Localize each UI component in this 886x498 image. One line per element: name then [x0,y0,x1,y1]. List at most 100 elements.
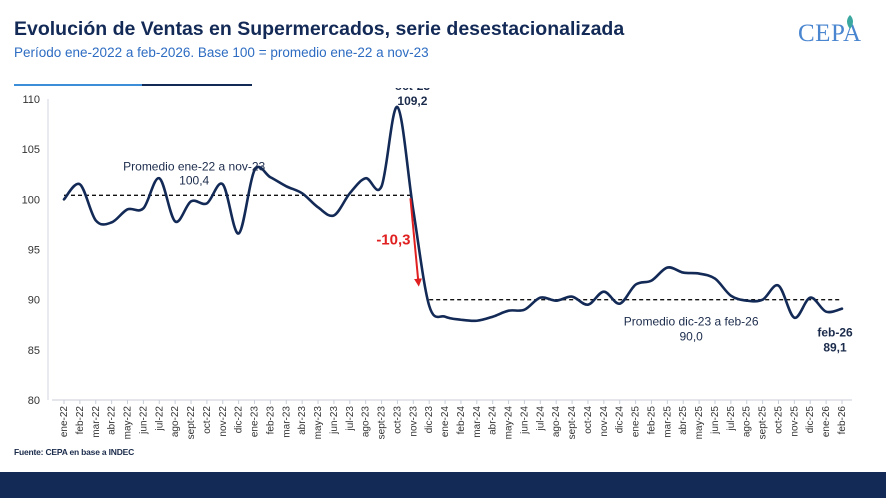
x-tick-label: feb-25 [646,406,657,435]
x-tick-label: jul-22 [154,406,165,432]
x-tick-label: ago-22 [170,406,181,438]
x-tick-label: jun-23 [329,406,340,435]
x-tick-label: feb-24 [456,406,467,435]
x-tick-label: nov-22 [218,406,229,437]
x-tick-label: feb-23 [265,406,276,435]
data-point-dic-22 [237,232,240,235]
data-point-ago-24 [555,299,558,302]
x-tick-label: nov-25 [789,406,800,437]
data-point-abr-22 [110,221,113,224]
data-point-feb-25 [650,279,653,282]
x-tick-label: sept-22 [186,406,197,440]
data-point-feb-26 [841,307,844,310]
data-point-jul-24 [539,296,542,299]
x-tick-label: ago-25 [742,406,753,438]
x-tick-label: jun-25 [710,406,721,435]
ref-line-2-value: 90,0 [679,330,703,344]
data-point-nov-24 [602,290,605,293]
x-tick-label: oct-23 [392,406,403,434]
x-tick-label: dic-25 [805,406,816,434]
x-tick-label: mar-22 [91,406,102,438]
data-point-jun-22 [142,207,145,210]
data-point-ene-22 [63,198,66,201]
y-tick-label: 105 [22,144,40,156]
series-line [62,105,844,323]
chart-subtitle: Período ene-2022 a feb-2026. Base 100 = … [14,45,429,60]
data-point-sept-25 [761,298,764,301]
data-point-abr-23 [301,192,304,195]
x-tick-label: nov-23 [408,406,419,437]
data-point-jul-23 [348,192,351,195]
data-point-dic-23 [428,304,431,307]
y-tick-label: 90 [28,295,40,307]
data-point-feb-23 [269,176,272,179]
data-point-mar-24 [475,319,478,322]
data-point-may-23 [317,206,320,209]
x-tick-label: ene-22 [59,406,70,438]
data-point-ago-23 [364,177,367,180]
data-point-ene-24 [444,315,447,318]
data-point-nov-22 [221,183,224,186]
x-tick-label: dic-24 [615,406,626,434]
data-point-oct-25 [777,284,780,287]
last-point-value: 89,1 [823,341,847,355]
data-point-abr-25 [682,271,685,274]
data-point-jul-25 [729,294,732,297]
x-tick-label: ene-24 [440,406,451,438]
data-point-sept-23 [380,185,383,188]
data-point-oct-24 [586,303,589,306]
peak-label: oct-23 [395,88,431,93]
data-point-ago-22 [174,220,177,223]
x-tick-label: jun-22 [138,406,149,435]
x-tick-label: may-25 [694,406,705,440]
line-chart: 80 85 90 95 100 105 110 ene-22 feb-22 mar-22 abr-… [22,88,853,440]
data-point-may-25 [698,272,701,275]
data-point-mar-22 [94,219,97,222]
peak-value: 109,2 [397,94,427,108]
data-point-jun-25 [713,277,716,280]
x-tick-label: nov-24 [599,406,610,437]
data-point-dic-25 [809,296,812,299]
leaf-icon [847,15,853,29]
x-tick-label: oct-24 [583,406,594,434]
x-tick-label: ene-23 [250,406,261,438]
x-tick-label: oct-22 [202,406,213,434]
data-point-mar-25 [666,266,669,269]
y-tick-label: 110 [22,94,40,106]
data-point-may-22 [126,208,129,211]
ref-line-2-label: Promedio dic-23 a feb-26 [624,315,759,329]
data-point-ene-26 [825,310,828,313]
x-tick-label: abr-24 [488,406,499,435]
footer-bar [0,472,886,498]
y-tick-label: 95 [28,245,40,257]
y-tick-label: 85 [28,345,40,357]
x-tick-label: sept-23 [377,406,388,440]
ref-line-1-label: Promedio ene-22 a nov-23 [123,159,265,173]
x-tick-label: mar-23 [281,406,292,438]
data-point-sept-24 [571,295,574,298]
x-tick-label: may-24 [504,406,515,440]
y-tick-label: 100 [22,194,40,206]
data-point-feb-24 [459,318,462,321]
data-point-jun-24 [523,308,526,311]
data-point-nov-25 [793,316,796,319]
x-tick-label: mar-24 [472,406,483,438]
x-tick-label: sept-24 [567,406,578,440]
ref-line-1-value: 100,4 [179,173,209,187]
header-rule-dark [142,84,252,86]
x-tick-label: ene-25 [631,406,642,438]
x-tick-label: dic-22 [234,406,245,434]
x-tick-label: sept-25 [758,406,769,440]
data-point-feb-22 [78,183,81,186]
x-tick-label: abr-25 [678,406,689,435]
drop-label: -10,3 [376,231,410,248]
x-tick-label: mar-25 [662,406,673,438]
x-tick-label: jul-23 [345,406,356,432]
data-point-mar-23 [285,185,288,188]
x-tick-label: dic-23 [424,406,435,434]
data-point-ene-25 [634,283,637,286]
source-note: Fuente: CEPA en base a INDEC [14,447,135,457]
x-tick-label: ago-24 [551,406,562,438]
data-point-oct-22 [205,202,208,205]
x-tick-label: abr-22 [107,406,118,435]
